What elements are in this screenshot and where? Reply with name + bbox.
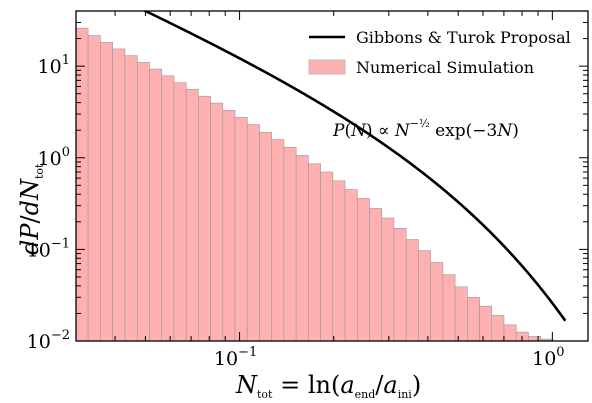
tick-label: 100 [532,345,564,370]
histogram-bar [259,131,273,341]
histogram-bar [369,208,383,341]
tick-label: 10−1 [214,345,257,370]
legend-hist-swatch [308,59,346,75]
histogram-bar [381,217,395,341]
histogram-bar [271,139,285,341]
tick-label: 100 [38,145,70,170]
histogram-bar [308,163,321,341]
histogram-bar [124,55,138,341]
histogram-bar [161,75,175,341]
histogram-bar [246,124,260,341]
x-axis-title: Ntot = ln(aend/aini) [235,371,421,401]
tick-label: 10−2 [27,328,70,353]
histogram-bar [136,62,150,341]
theory-curve [142,11,567,322]
legend-label-line: Gibbons & Turok Proposal [356,28,571,47]
theory-curve-series [142,11,567,322]
histogram-bar [149,68,163,341]
histogram-bar [454,286,468,341]
histogram-bar [100,42,113,341]
histogram-bar [479,305,493,341]
histogram-bar [503,324,517,341]
histogram-bar [210,102,224,341]
histogram-bar [283,147,297,341]
histogram-bar [320,171,334,341]
legend-label-hist: Numerical Simulation [356,58,534,77]
y-axis-title: dP/dNtot [16,163,46,255]
histogram-bar [173,82,187,341]
formula-annotation: P(N) ∝ N−½ exp(−3N) [332,117,519,141]
histogram-bar [185,88,199,341]
histogram-bar [295,155,309,341]
tick-labels: 10−1 100 10−2 10−1 100 101 [27,53,565,370]
histogram-bar [442,274,456,341]
histogram-bar [467,296,480,341]
histogram-bar [356,198,370,341]
histogram-bar [405,239,419,341]
histogram-bar [418,250,431,341]
histogram-bar [344,189,358,341]
histogram-bar [393,227,407,341]
tick-label: 101 [38,53,70,78]
histogram-bar [234,117,248,341]
legend: Gibbons & Turok Proposal Numerical Simul… [308,28,571,77]
plot-frame [75,10,589,342]
histogram-bar [430,262,444,341]
axis-ticks [75,10,588,342]
histogram-bar [222,109,236,341]
histogram-bar [87,35,101,341]
histogram-series [76,27,554,341]
histogram-bar [332,180,346,341]
histogram-bar [197,95,211,341]
histogram-bar [491,315,505,341]
histogram-bar [112,48,126,341]
tick-label: 10−1 [27,236,70,261]
histogram-bar [528,336,541,341]
